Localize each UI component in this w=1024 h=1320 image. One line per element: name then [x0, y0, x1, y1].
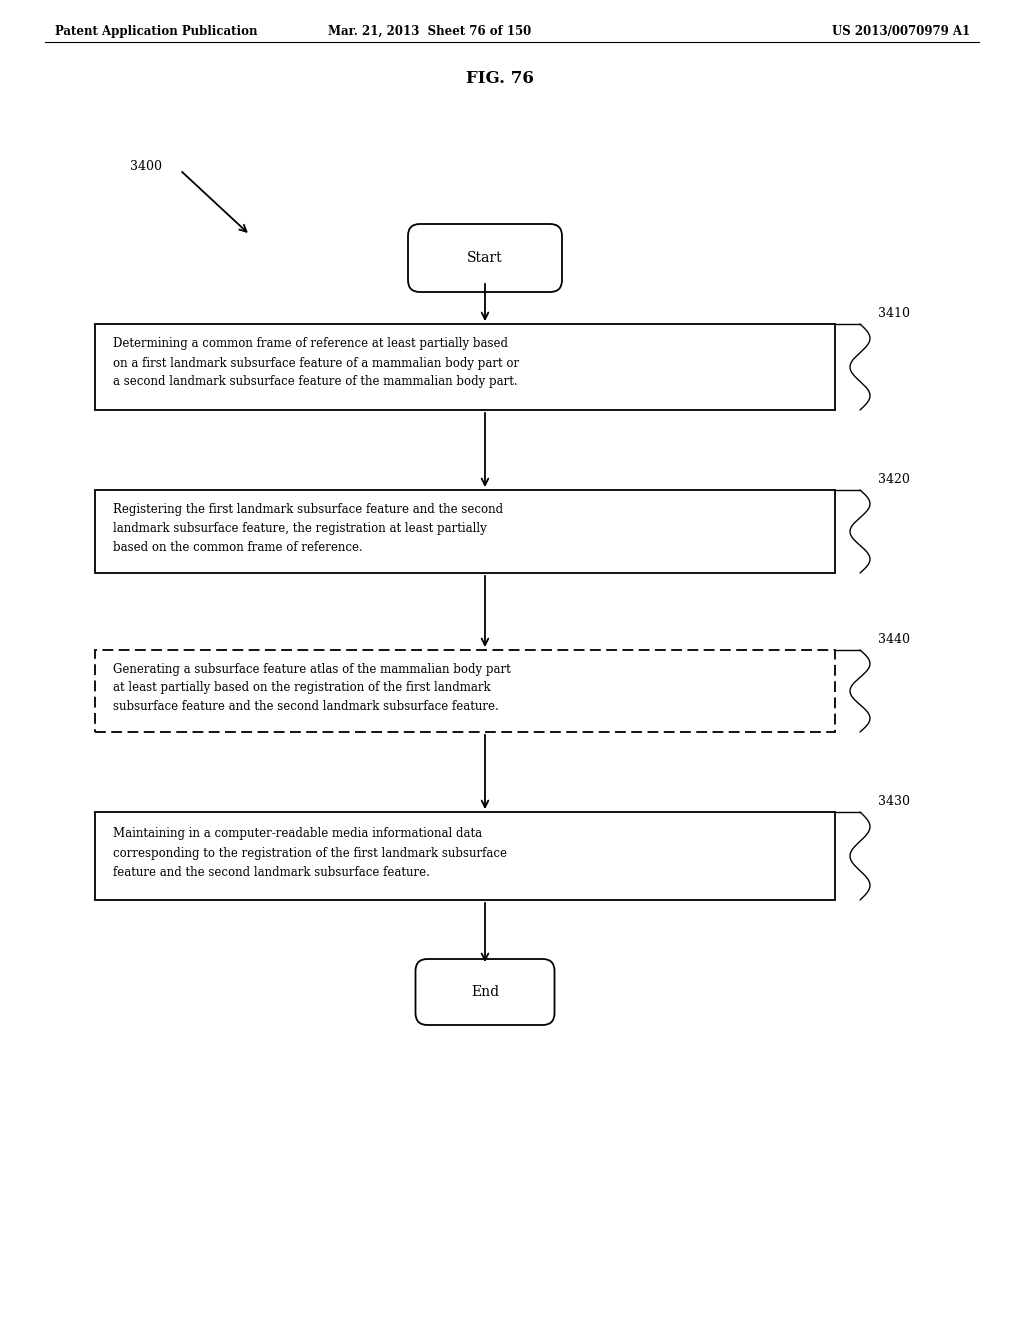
Text: 3410: 3410	[878, 308, 910, 319]
FancyBboxPatch shape	[416, 960, 555, 1026]
FancyBboxPatch shape	[95, 812, 835, 900]
FancyBboxPatch shape	[408, 224, 562, 292]
FancyBboxPatch shape	[95, 490, 835, 573]
Text: Mar. 21, 2013  Sheet 76 of 150: Mar. 21, 2013 Sheet 76 of 150	[329, 25, 531, 38]
Text: Generating a subsurface feature atlas of the mammalian body part
at least partia: Generating a subsurface feature atlas of…	[113, 663, 511, 714]
Text: FIG. 76: FIG. 76	[466, 70, 534, 87]
Text: US 2013/0070979 A1: US 2013/0070979 A1	[831, 25, 970, 38]
Text: Registering the first landmark subsurface feature and the second
landmark subsur: Registering the first landmark subsurfac…	[113, 503, 503, 554]
Text: Determining a common frame of reference at least partially based
on a first land: Determining a common frame of reference …	[113, 338, 519, 388]
Text: Patent Application Publication: Patent Application Publication	[55, 25, 257, 38]
Text: Maintaining in a computer-readable media informational data
corresponding to the: Maintaining in a computer-readable media…	[113, 828, 507, 879]
Text: 3400: 3400	[130, 160, 162, 173]
FancyBboxPatch shape	[95, 323, 835, 411]
Text: End: End	[471, 985, 499, 999]
Text: 3440: 3440	[878, 634, 910, 645]
Text: 3430: 3430	[878, 795, 910, 808]
FancyBboxPatch shape	[95, 649, 835, 733]
Text: Start: Start	[467, 251, 503, 265]
Text: 3420: 3420	[878, 473, 910, 486]
